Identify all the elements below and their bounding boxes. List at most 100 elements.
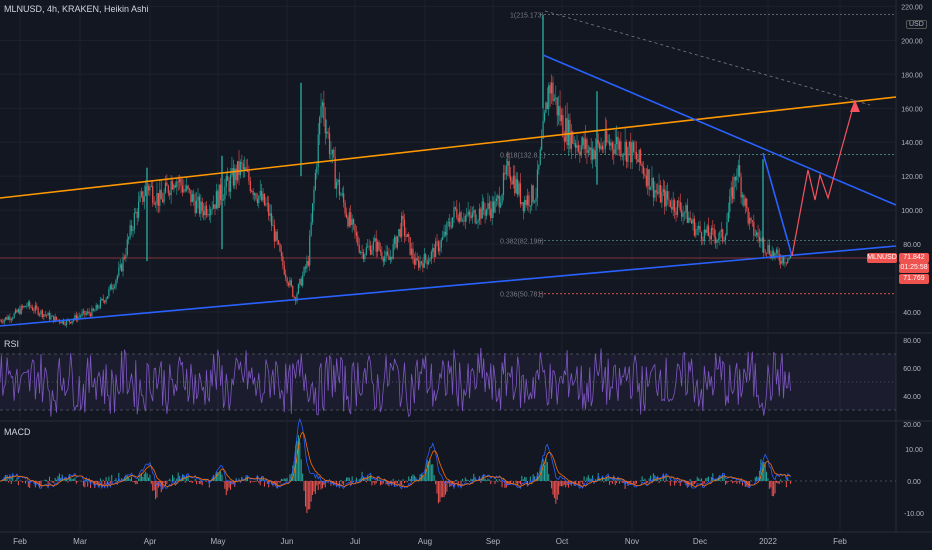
candle-body (553, 99, 555, 101)
candle-body (319, 117, 321, 135)
candle-body (698, 226, 700, 229)
candle-body (261, 190, 263, 201)
candle-body (665, 191, 667, 207)
macd-histogram-bar (282, 479, 284, 481)
macd-histogram-bar (191, 481, 193, 483)
candle-body (709, 236, 711, 240)
macd-histogram-bar (692, 481, 694, 486)
candle-body (180, 178, 182, 186)
macd-histogram-bar (746, 481, 748, 487)
candle-body (748, 218, 751, 224)
candle-body (491, 201, 493, 218)
macd-histogram-bar (553, 481, 555, 499)
candle-body (290, 280, 292, 286)
candle-body (388, 255, 390, 260)
candle-body (385, 251, 387, 257)
candle-body (368, 245, 370, 247)
candle-body (689, 217, 691, 221)
candle-body (316, 167, 318, 173)
candle-body (30, 306, 32, 308)
candle-body (94, 310, 96, 312)
candle-body (686, 205, 688, 223)
macd-histogram-bar (648, 478, 650, 481)
candle-body (620, 141, 622, 157)
macd-histogram-bar (525, 477, 527, 481)
candle-body (753, 221, 755, 236)
macd-histogram-bar (519, 481, 521, 485)
macd-histogram-bar (566, 481, 568, 486)
candle-body (337, 179, 339, 182)
macd-histogram-bar (463, 481, 465, 482)
macd-histogram-bar (552, 481, 554, 495)
candle-body (269, 213, 271, 216)
macd-histogram-bar (446, 481, 448, 492)
y-tick-label: 180.00 (901, 72, 923, 79)
macd-histogram-bar (261, 477, 263, 481)
countdown-tag: 01:25:58 (899, 263, 929, 273)
macd-histogram-bar (454, 479, 456, 481)
macd-histogram-bar (447, 481, 449, 484)
macd-histogram-bar (44, 479, 46, 481)
candle-body (6, 317, 8, 320)
macd-histogram-bar (655, 478, 657, 481)
macd-histogram-bar (478, 476, 480, 481)
candle-body (426, 259, 428, 265)
candle-body (676, 200, 679, 215)
candle-body (328, 133, 331, 155)
macd-histogram-bar (635, 481, 637, 484)
macd-histogram-bar (668, 481, 670, 482)
candle-body (410, 248, 413, 255)
candle-body (777, 249, 779, 255)
candle-body (20, 306, 22, 315)
macd-histogram-bar (672, 481, 674, 482)
candle-body (207, 214, 209, 216)
macd-histogram-bar (319, 481, 321, 485)
macd-histogram-bar (368, 477, 370, 481)
candle-body (350, 212, 352, 226)
candle-body (517, 179, 519, 195)
macd-histogram-bar (620, 480, 622, 481)
candle-body (768, 245, 770, 255)
candle-body (613, 149, 615, 154)
macd-histogram-bar (343, 481, 345, 486)
candle-body (542, 120, 544, 139)
macd-histogram-bar (153, 481, 155, 491)
candle-body (143, 196, 145, 202)
candle-body (409, 237, 411, 255)
candle-body (222, 199, 225, 201)
candle-body (671, 206, 673, 210)
candle-body (302, 275, 304, 286)
macd-histogram-bar (17, 481, 19, 486)
macd-histogram-bar (411, 476, 413, 481)
macd-histogram-bar (406, 481, 408, 483)
candle-body (135, 211, 137, 213)
candle-body (429, 259, 431, 262)
candle-body (156, 193, 158, 205)
macd-histogram-bar (306, 481, 308, 514)
macd-histogram-bar (628, 481, 630, 484)
macd-histogram-bar (263, 481, 265, 487)
candle-body (713, 229, 715, 237)
macd-histogram-bar (536, 472, 538, 481)
candle-body (733, 176, 735, 199)
macd-histogram-bar (384, 480, 386, 481)
macd-histogram-bar (524, 476, 526, 481)
macd-histogram-bar (167, 480, 169, 481)
candle-body (88, 311, 90, 314)
candle-body (573, 143, 575, 145)
macd-histogram-bar (85, 479, 87, 481)
x-tick-label: 2022 (759, 537, 777, 546)
macd-histogram-bar (645, 481, 647, 484)
lower-support-line (0, 245, 897, 327)
candle-body (246, 171, 249, 172)
macd-tick-label: -10.00 (904, 511, 924, 518)
candle-body (668, 199, 670, 201)
macd-histogram-bar (292, 465, 294, 481)
candle-body (190, 189, 192, 203)
macd-histogram-bar (84, 481, 86, 488)
macd-histogram-bar (651, 480, 653, 481)
macd-histogram-bar (320, 481, 322, 490)
candle-body (130, 225, 133, 232)
candle-body (466, 215, 468, 217)
macd-histogram-bar (515, 481, 517, 484)
